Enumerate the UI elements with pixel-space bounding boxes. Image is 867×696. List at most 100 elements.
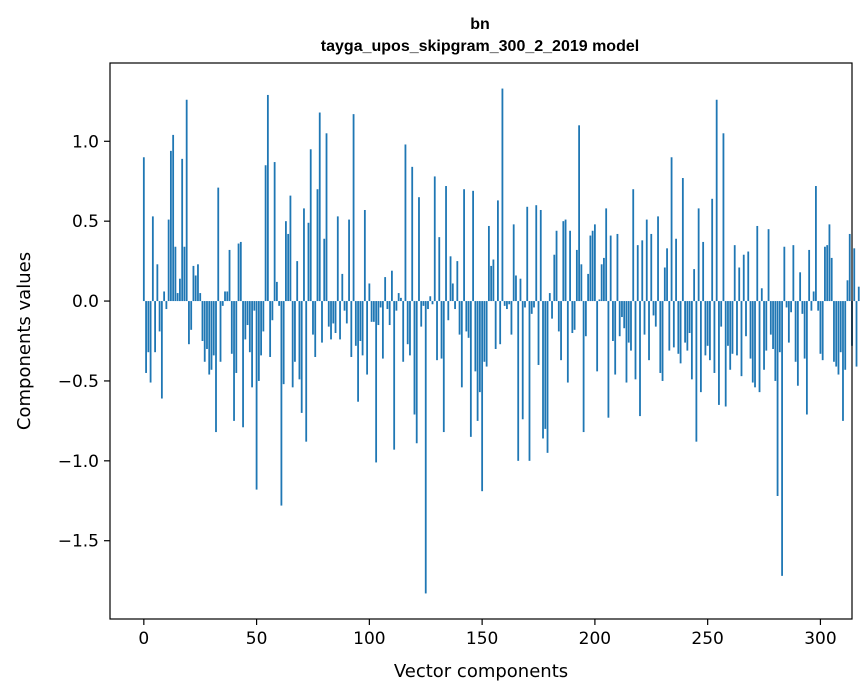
bar-96 [359,301,362,341]
bar-12 [169,150,172,302]
bar-167 [519,278,522,302]
bar-79 [321,301,323,343]
bar-312 [846,280,849,302]
bar-256 [720,301,723,327]
x-tick-label-2: 100 [353,629,385,649]
bar-20 [188,301,190,345]
bar-259 [727,301,729,346]
bar-205 [605,208,608,302]
bar-233 [668,301,671,351]
bar-229 [659,301,662,373]
bar-168 [521,301,524,420]
bar-99 [366,301,368,375]
bar-252 [711,198,714,302]
bar-44 [242,301,244,428]
bar-115 [402,301,405,362]
bar-292 [801,301,804,314]
bar-273 [758,301,761,393]
bar-177 [542,301,544,439]
bar-280 [774,301,777,381]
bar-6 [156,264,159,302]
bar-58 [273,162,276,302]
bar-121 [415,301,418,444]
bar-46 [246,301,249,326]
bar-195 [582,301,585,433]
bar-78 [318,112,321,302]
bar-301 [821,301,824,361]
bar-130 [436,301,438,361]
bar-83 [330,301,332,340]
bar-149 [478,301,481,393]
bar-89 [343,301,346,311]
bar-182 [553,254,556,302]
bar-153 [487,225,490,302]
bar-200 [593,224,596,302]
x-axis-label: Vector components [394,661,568,682]
bar-220 [639,301,641,417]
bar-119 [411,166,414,302]
bar-8 [160,301,163,399]
bar-31 [212,301,215,356]
bar-132 [440,301,443,359]
bar-109 [388,301,391,326]
bar-29 [208,301,211,375]
bar-297 [812,291,815,302]
bar-150 [481,301,484,492]
bar-69 [298,301,301,380]
bar-19 [185,99,188,302]
bar-181 [551,301,553,319]
bar-22 [192,265,195,302]
bar-202 [598,299,601,302]
bar-144 [467,301,470,338]
bar-303 [826,245,829,302]
bar-1 [145,301,147,373]
bar-61 [280,301,283,506]
x-tick-label-5: 250 [691,629,723,649]
bar-219 [636,245,639,302]
bar-3 [149,301,152,383]
bar-147 [474,301,477,372]
bar-199 [591,230,594,302]
bar-9 [163,291,166,302]
bar-203 [600,264,603,302]
y-tick-label-3: 0.0 [72,292,99,312]
bar-127 [429,296,432,302]
bar-186 [562,221,565,302]
bar-250 [706,301,709,346]
bar-54 [264,165,267,302]
bar-210 [616,233,619,302]
bar-232 [666,248,668,302]
bar-286 [787,301,790,343]
bar-299 [817,301,820,311]
bar-36 [224,291,226,302]
bar-194 [580,264,583,302]
bar-315 [853,248,856,302]
bar-114 [400,297,402,302]
bar-65 [289,195,292,302]
bar-261 [731,301,734,354]
bar-307 [835,301,838,367]
bar-139 [456,261,459,302]
bar-265 [740,301,743,377]
bar-244 [693,269,696,302]
bar-257 [722,133,725,302]
bar-155 [492,259,495,302]
bar-5 [154,301,156,353]
bar-95 [357,301,359,402]
bar-113 [397,293,400,302]
bar-231 [663,267,666,302]
bar-131 [438,237,441,302]
bar-45 [244,301,247,340]
bar-23 [194,275,197,302]
bar-197 [587,273,590,302]
bar-26 [201,301,204,341]
bar-24 [197,264,199,302]
bar-17 [181,158,184,302]
bar-124 [422,301,425,306]
bar-55 [266,94,269,302]
bar-253 [713,301,716,373]
bar-88 [341,273,344,302]
bar-94 [354,301,357,346]
bar-254 [715,99,718,302]
bar-166 [517,301,520,461]
